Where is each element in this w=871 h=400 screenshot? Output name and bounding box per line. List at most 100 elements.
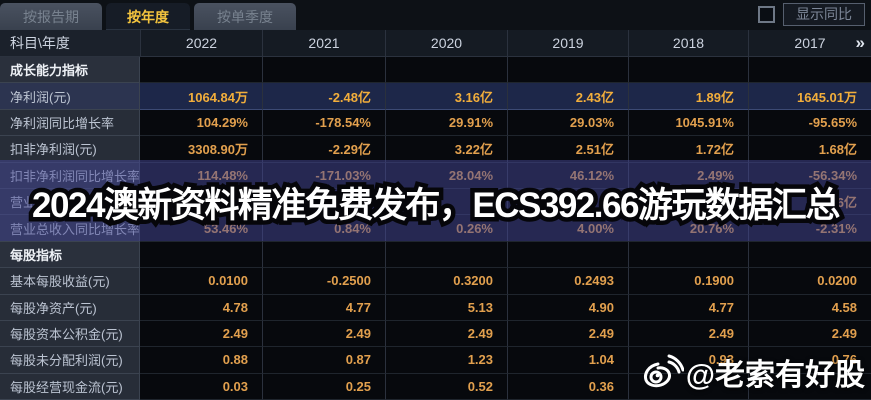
cell: 29.03% (507, 109, 628, 137)
table-row-net-profit-yoy[interactable]: 净利润同比增长率 104.29% -178.54% 29.91% 29.03% … (0, 109, 871, 137)
section-row-growth: 成长能力指标 (0, 57, 871, 84)
yoy-controls: 显示同比 (758, 3, 865, 26)
row-label: 营业总收入同比增长率 (0, 215, 140, 242)
table-row-basic-eps[interactable]: 基本每股收益(元) 0.0100 -0.2500 0.3200 0.2493 0… (0, 268, 871, 295)
cell (140, 241, 262, 269)
cell (385, 188, 507, 216)
tab-bar: 按报告期 按年度 按单季度 显示同比 (0, 0, 871, 30)
cell: 2.49 (262, 320, 385, 348)
cell: 2.51亿 (507, 136, 628, 163)
table-row-undistributed-profit-per-share[interactable]: 每股未分配利润(元) 0.88 0.87 1.23 1.04 0.93 0.76 (0, 347, 871, 374)
cell: 0.52 (385, 373, 507, 400)
cell: 4.77 (262, 294, 385, 321)
cell (385, 57, 507, 84)
cell: 20.76% (628, 215, 748, 242)
section-label: 每股指标 (0, 241, 140, 269)
cell: 2.43亿 (507, 83, 628, 110)
cell: -171.03% (262, 162, 385, 189)
cell: 46.12% (507, 162, 628, 189)
year-header-2017[interactable]: 2017 » (748, 30, 871, 57)
cell: 0.3200 (385, 268, 507, 295)
cell (140, 188, 262, 216)
cell (262, 57, 385, 84)
year-header-2022[interactable]: 2022 (140, 30, 262, 57)
row-label: 净利润(元) (0, 83, 140, 110)
table-row-total-revenue[interactable]: 营业总收入(元) 21.26亿 (0, 188, 871, 216)
cell: 2.49% (628, 162, 748, 189)
cell: 1.89亿 (628, 83, 748, 110)
row-label: 净利润同比增长率 (0, 109, 140, 137)
cell: 2.49 (140, 320, 262, 348)
cell: 1.72亿 (628, 136, 748, 163)
cell: 2.49 (385, 320, 507, 348)
cell (385, 241, 507, 269)
table-row-operating-cashflow-per-share[interactable]: 每股经营现金流(元) 0.03 0.25 0.52 0.36 (0, 373, 871, 400)
cell: 0.26% (385, 215, 507, 242)
cell: 29.91% (385, 109, 507, 137)
cell: 53.46% (140, 215, 262, 242)
cell: 4.78 (140, 294, 262, 321)
tab-by-report-period[interactable]: 按报告期 (0, 3, 102, 30)
tab-by-quarter[interactable]: 按单季度 (194, 3, 296, 30)
cell: 28.04% (385, 162, 507, 189)
cell: 1.04 (507, 347, 628, 374)
table-row-deducted-profit-yoy[interactable]: 扣非净利润同比增长率 114.48% -171.03% 28.04% 46.12… (0, 162, 871, 189)
cell (628, 57, 748, 84)
cell: 4.58 (748, 294, 871, 321)
corner-header: 科目\年度 (0, 30, 140, 57)
year-header-2019[interactable]: 2019 (507, 30, 628, 57)
cell (507, 241, 628, 269)
cell (748, 373, 871, 400)
row-label: 每股资本公积金(元) (0, 320, 140, 348)
cell: 0.87 (262, 347, 385, 374)
row-label: 每股经营现金流(元) (0, 373, 140, 400)
cell: 0.2493 (507, 268, 628, 295)
cell: 114.48% (140, 162, 262, 189)
cell: -95.65% (748, 109, 871, 137)
cell: 3.16亿 (385, 83, 507, 110)
table-row-deducted-profit[interactable]: 扣非净利润(元) 3308.90万 -2.29亿 3.22亿 2.51亿 1.7… (0, 136, 871, 163)
cell (628, 241, 748, 269)
cell (748, 241, 871, 269)
cell: -0.2500 (262, 268, 385, 295)
cell: -2.31% (748, 215, 871, 242)
cell: 104.29% (140, 109, 262, 137)
cell: 0.03 (140, 373, 262, 400)
cell: -2.48亿 (262, 83, 385, 110)
year-header-2020[interactable]: 2020 (385, 30, 507, 57)
row-label: 基本每股收益(元) (0, 268, 140, 295)
cell (628, 373, 748, 400)
cell (140, 57, 262, 84)
cell: 0.36 (507, 373, 628, 400)
cell: 4.77 (628, 294, 748, 321)
table-row-net-profit[interactable]: 净利润(元) 1064.84万 -2.48亿 3.16亿 2.43亿 1.89亿… (0, 83, 871, 110)
cell: 2.49 (628, 320, 748, 348)
more-columns-button[interactable]: » (855, 33, 865, 52)
tab-by-year[interactable]: 按年度 (106, 3, 190, 30)
table-row-total-revenue-yoy[interactable]: 营业总收入同比增长率 53.46% 0.84% 0.26% 4.00% 20.7… (0, 215, 871, 242)
row-label: 每股未分配利润(元) (0, 347, 140, 374)
cell: 0.76 (748, 347, 871, 374)
show-yoy-checkbox[interactable] (758, 6, 775, 23)
year-header-2021[interactable]: 2021 (262, 30, 385, 57)
cell: 0.25 (262, 373, 385, 400)
cell: 0.0100 (140, 268, 262, 295)
table-row-capital-reserve-per-share[interactable]: 每股资本公积金(元) 2.49 2.49 2.49 2.49 2.49 2.49 (0, 320, 871, 348)
cell (507, 57, 628, 84)
cell: 1.23 (385, 347, 507, 374)
cell: 1045.91% (628, 109, 748, 137)
cell (262, 241, 385, 269)
table-header: 科目\年度 2022 2021 2020 2019 2018 2017 » (0, 30, 871, 57)
cell: 4.00% (507, 215, 628, 242)
cell: 2.49 (507, 320, 628, 348)
cell: 1645.01万 (748, 83, 871, 110)
cell: 1064.84万 (140, 83, 262, 110)
year-header-2018[interactable]: 2018 (628, 30, 748, 57)
cell: -178.54% (262, 109, 385, 137)
cell: 0.0200 (748, 268, 871, 295)
section-row-per-share: 每股指标 (0, 241, 871, 269)
table-row-net-asset-per-share[interactable]: 每股净资产(元) 4.78 4.77 5.13 4.90 4.77 4.58 (0, 294, 871, 321)
cell: 0.93 (628, 347, 748, 374)
show-yoy-label[interactable]: 显示同比 (783, 3, 865, 26)
